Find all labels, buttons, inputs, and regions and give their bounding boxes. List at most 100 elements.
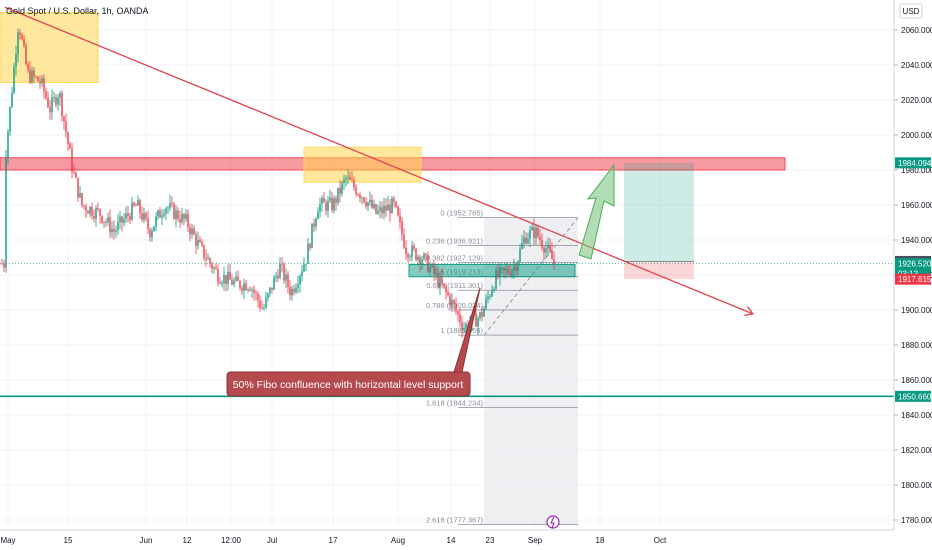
time-tick-label: 23 [486, 536, 495, 545]
candle-body [513, 266, 515, 271]
candle-body [341, 182, 343, 194]
candle-body [435, 272, 437, 274]
candle-body [89, 206, 91, 214]
candle-body [509, 272, 511, 276]
price-axis[interactable]: 1780.000 1800.000 1820.000 1840.000 1860.000… [893, 0, 932, 530]
candle-body [531, 226, 533, 231]
candle-body [217, 269, 219, 283]
candle-body [421, 259, 423, 265]
chart-title: Gold Spot / U.S. Dollar, 1h, OANDA [6, 6, 149, 16]
zone-supply-jul[interactable] [303, 146, 422, 183]
candle-body [441, 276, 443, 284]
candle-body [161, 215, 163, 218]
candle-body [159, 210, 161, 218]
price-tick-label: 2020.000 [901, 96, 932, 105]
candle-body [385, 205, 387, 211]
zone-support[interactable] [408, 264, 576, 278]
candle-body [105, 221, 107, 223]
candle-body [181, 214, 183, 223]
candle-body [13, 66, 15, 93]
candle-body [5, 157, 7, 268]
candle-body [77, 177, 79, 198]
candle-body [49, 107, 51, 113]
candle-body [337, 187, 339, 203]
candle-body [387, 204, 389, 211]
candle-body [269, 287, 271, 294]
candle-body [533, 226, 535, 239]
candle-body [401, 221, 403, 235]
candle-body [359, 194, 361, 199]
price-tag-bg [895, 273, 931, 285]
candle-body [131, 202, 133, 220]
candle-body [57, 97, 59, 105]
candle-body [395, 201, 397, 207]
candle-body [449, 295, 451, 306]
candle-body [453, 299, 455, 305]
currency-button[interactable]: USD [899, 3, 923, 19]
trendline[interactable] [4, 6, 752, 313]
candle-body [299, 275, 301, 285]
candle-body [139, 200, 141, 214]
candle-body [155, 216, 157, 227]
price-tick-label: 1800.000 [901, 481, 932, 490]
candle-body [1, 263, 3, 265]
candle-body [375, 204, 377, 214]
candle-body [9, 106, 11, 132]
drawing-zones[interactable] [0, 12, 786, 280]
candle-body [95, 208, 97, 219]
candle-body [235, 276, 237, 281]
fibonacci-extension[interactable]: 0 (1952.765) 0.236 (1936.921) 0.382 (1927.… [426, 209, 579, 526]
candle-body [501, 267, 503, 269]
annotation-callout[interactable]: 50% Fibo confluence with horizontal leve… [226, 287, 481, 397]
time-axis[interactable]: May 15 Jun 12 12:00 Jul 17 Aug 14 23 Sep 18 Oct [0, 529, 894, 545]
candle-body [223, 275, 225, 284]
fib-level-label: 0.236 (1936.921) [426, 236, 484, 245]
candle-body [55, 97, 57, 105]
candle-body [39, 81, 41, 84]
time-tick-label: Jul [267, 536, 277, 545]
candle-body [425, 253, 427, 256]
price-tag-label: 1926.520 [898, 260, 932, 269]
candle-body [189, 227, 191, 235]
candle-body [175, 210, 177, 219]
candle-body [313, 223, 315, 227]
candle-body [37, 76, 39, 82]
candle-body [281, 263, 283, 265]
candle-body [485, 298, 487, 309]
price-tick-label: 2000.000 [901, 131, 932, 140]
position-target-zone[interactable] [624, 162, 694, 262]
candle-body [545, 248, 547, 253]
alert-icon[interactable] [546, 515, 560, 529]
candle-body [317, 211, 319, 220]
candle-body [197, 240, 199, 246]
candle-body [457, 311, 459, 315]
candle-body [171, 203, 173, 204]
candle-body [343, 179, 345, 183]
price-tag[interactable]: 1984.094 [895, 157, 932, 169]
candle-body [129, 215, 131, 220]
position-stop-zone[interactable] [624, 261, 694, 280]
candle-body [393, 198, 395, 202]
candle-body [99, 209, 101, 216]
candle-body [215, 267, 217, 270]
candle-body [69, 143, 71, 149]
candle-body [279, 263, 281, 279]
candle-body [179, 218, 181, 223]
candle-body [119, 216, 121, 223]
candle-body [169, 203, 171, 208]
candle-body [27, 64, 29, 70]
candle-body [97, 208, 99, 210]
candle-body [519, 248, 521, 262]
candle-body [451, 299, 453, 306]
price-tag[interactable]: 1850.660 [895, 390, 932, 402]
projection-arrow[interactable] [578, 163, 615, 260]
candle-body [125, 213, 127, 219]
candle-body [539, 236, 541, 241]
price-tag[interactable]: 1917.615 [895, 273, 932, 285]
candle-body [349, 176, 351, 180]
candle-body [413, 245, 415, 249]
candle-body [311, 223, 313, 249]
candle-body [529, 230, 531, 239]
candle-body [101, 215, 103, 223]
